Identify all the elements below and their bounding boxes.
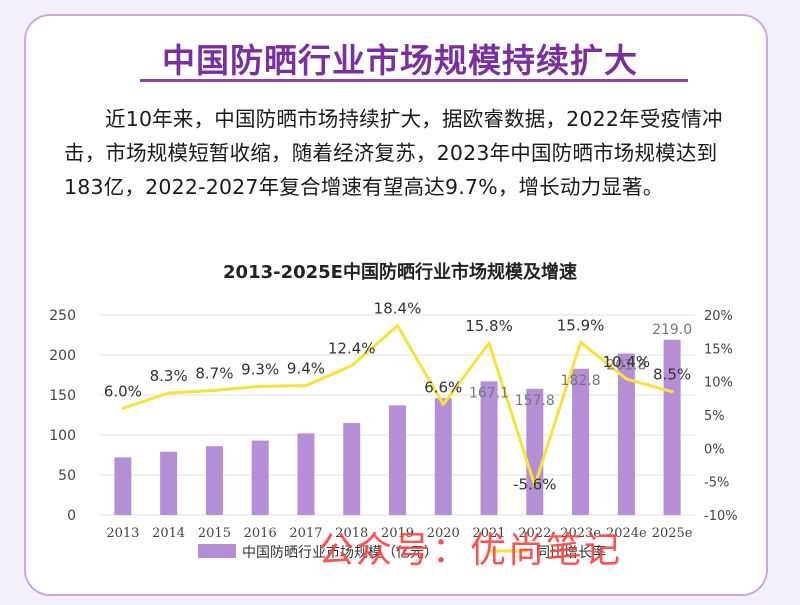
growth-label: 15.8% (465, 317, 513, 335)
right-axis-ticks: -10% -5% 0% 5% 10% 15% 20% (704, 309, 738, 524)
intro-paragraph: 近10年来，中国防晒市场持续扩大，据欧睿数据，2022年受疫情冲击，市场规模短暂… (64, 107, 723, 199)
growth-label: 8.7% (195, 364, 233, 382)
growth-value-labels: 6.0% 8.3% 8.7% 9.3% 9.4%12.4% 18.4% 6.6% 15.8% -… (104, 300, 691, 494)
bar (114, 457, 132, 515)
left-axis-ticks: 0 50 100 150 200 250 (49, 308, 76, 524)
growth-label: 15.9% (557, 316, 605, 334)
growth-label: 8.3% (150, 367, 188, 385)
legend: 中国防晒行业市场规模（亿元） 同比增长率 (198, 544, 606, 561)
left-tick-label: 100 (49, 428, 76, 444)
growth-label: -5.6% (513, 476, 557, 494)
growth-point (670, 390, 674, 394)
left-tick-label: 50 (58, 468, 76, 484)
right-tick-label: -10% (704, 509, 738, 524)
bar (526, 388, 544, 515)
growth-point (258, 384, 262, 388)
x-tick-label: 2015 (198, 526, 231, 541)
x-tick-label: 2013 (106, 526, 139, 541)
right-tick-label: 15% (704, 342, 733, 357)
bar (160, 451, 178, 515)
growth-point (624, 377, 628, 381)
right-tick-label: 0% (704, 442, 725, 457)
bar-value-labels: 167.1 157.8 182.8 201.8 219.0 (469, 322, 692, 409)
growth-point (304, 384, 308, 388)
growth-label: 8.5% (653, 366, 691, 384)
bar-value-label: 201.8 (606, 358, 646, 374)
growth-point (579, 340, 583, 344)
legend-line-label: 同比增长率 (536, 544, 606, 561)
x-tick-label: 2023e (560, 526, 601, 541)
legend-bar-label: 中国防晒行业市场规模（亿元） (242, 544, 438, 561)
x-tick-label: 2014 (152, 526, 185, 541)
right-tick-label: 5% (704, 409, 725, 424)
legend-bar-swatch (198, 544, 236, 558)
left-tick-label: 0 (67, 508, 76, 524)
x-tick-label: 2021 (472, 526, 505, 541)
line-series (121, 324, 674, 488)
right-tick-label: 10% (704, 376, 733, 391)
growth-point (167, 391, 171, 395)
bar-series (114, 339, 681, 515)
growth-label: 6.0% (104, 382, 142, 400)
page-title: 中国防晒行业市场规模持续扩大 (162, 41, 638, 80)
bar (572, 368, 590, 515)
bar-value-label: 167.1 (469, 385, 509, 401)
bar (663, 339, 681, 515)
bar (389, 405, 406, 515)
x-tick-label: 2018 (335, 526, 368, 541)
x-tick-label: 2017 (289, 526, 322, 541)
x-tick-label: 2019 (381, 526, 414, 541)
growth-label: 18.4% (374, 300, 422, 318)
right-tick-label: -5% (704, 476, 729, 491)
growth-point (487, 341, 491, 345)
x-tick-label: 2024e (606, 526, 647, 541)
bar (617, 353, 635, 515)
right-tick-label: 20% (704, 309, 733, 324)
left-tick-label: 250 (49, 308, 76, 324)
left-tick-label: 150 (49, 388, 76, 404)
growth-point (350, 364, 354, 368)
left-tick-label: 200 (49, 348, 76, 364)
bar-value-label: 182.8 (561, 373, 601, 389)
watermark-text: 公众号：优尚笔记 (318, 530, 623, 571)
growth-point (396, 324, 399, 328)
growth-point (533, 484, 537, 488)
bar (480, 381, 498, 515)
growth-point (121, 406, 125, 410)
growth-label: 10.4% (603, 353, 651, 371)
bar (434, 398, 452, 515)
title-underline (140, 79, 688, 82)
bar-value-label: 219.0 (652, 322, 692, 338)
growth-label: 9.4% (287, 360, 325, 378)
growth-label: 12.4% (328, 340, 376, 358)
growth-point (212, 388, 216, 392)
bar-value-label: 157.8 (515, 393, 555, 409)
growth-label: 9.3% (241, 360, 279, 378)
bar (343, 423, 361, 515)
x-tick-label: 2020 (427, 526, 460, 541)
x-tick-label: 2025e (652, 526, 693, 541)
chart-title: 2013-2025E中国防晒行业市场规模及增速 (223, 261, 577, 283)
bar (297, 433, 315, 515)
x-axis-ticks: 2013 2014 2015 2016 2017 2018 2019 2020 2021 2022… (106, 526, 692, 541)
bar (205, 446, 223, 515)
growth-label: 6.6% (424, 378, 462, 396)
x-tick-label: 2022 (518, 526, 551, 541)
x-tick-label: 2016 (244, 526, 277, 541)
growth-point (441, 402, 445, 406)
bar (251, 440, 269, 515)
